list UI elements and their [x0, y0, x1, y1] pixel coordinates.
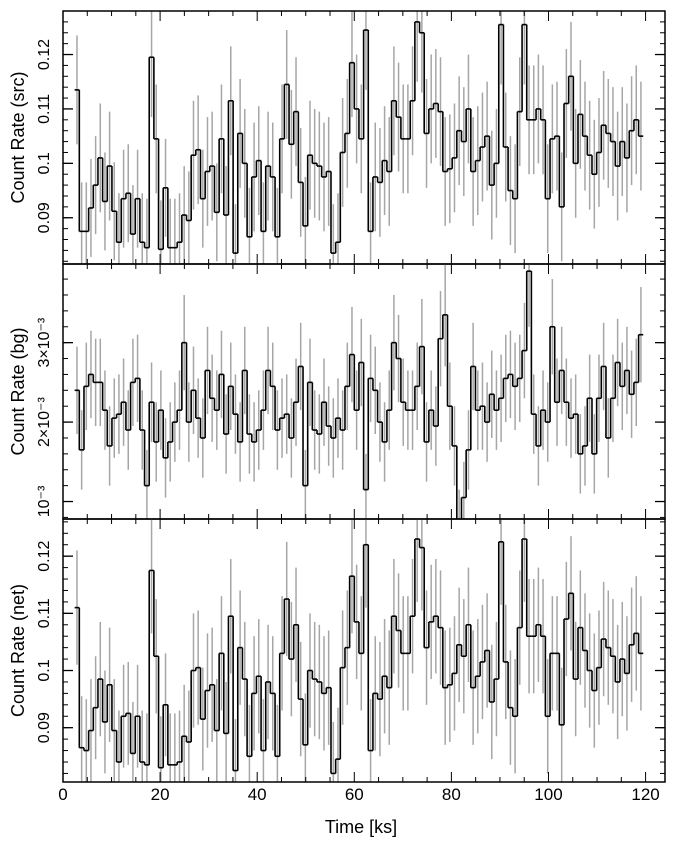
y-tick-label: 0.1 [36, 152, 53, 174]
y-tick-label: 0.11 [36, 598, 53, 628]
panel-net: 0.09 0.1 0.11 0.12 Count Rate (net) [8, 518, 666, 783]
y-axis-label-src: Count Rate (src) [8, 71, 28, 203]
panel-frame [62, 518, 666, 783]
x-tick-label: 0 [58, 785, 67, 804]
y-tick-label: 0.09 [36, 202, 53, 233]
y-tick-label: 2×10⁻³ [36, 397, 53, 447]
x-axis-label: Time [ks] [325, 817, 397, 837]
panels-group: 0.09 0.1 0.11 0.12 Count Rate (src) 10⁻³ 2×10⁻… [8, 10, 666, 783]
x-tick-label: 20 [151, 785, 170, 804]
y-tick-label: 0.09 [36, 712, 53, 743]
series-bg [74, 264, 644, 519]
x-tick-label: 100 [534, 785, 562, 804]
y-tick-label: 0.11 [36, 94, 53, 124]
y-tick-label: 0.12 [36, 540, 53, 571]
x-tick-label: 120 [631, 785, 659, 804]
x-tick-label: 80 [442, 785, 461, 804]
x-tick-label: 40 [248, 785, 267, 804]
y-axis-label-bg: Count Rate (bg) [8, 327, 28, 455]
x-tick-label: 60 [345, 785, 364, 804]
y-axis-label-net: Count Rate (net) [8, 584, 28, 717]
series-src [74, 11, 644, 264]
panel-src: 0.09 0.1 0.11 0.12 Count Rate (src) [8, 10, 666, 265]
y-tick-label: 0.12 [36, 39, 53, 70]
y-tick-label: 10⁻³ [36, 485, 53, 517]
y-tick-label: 3×10⁻³ [36, 317, 53, 367]
series-net [74, 519, 644, 782]
y-tick-label: 0.1 [36, 659, 53, 681]
x-axis: 0 20 40 60 80 100 120 [58, 785, 660, 804]
